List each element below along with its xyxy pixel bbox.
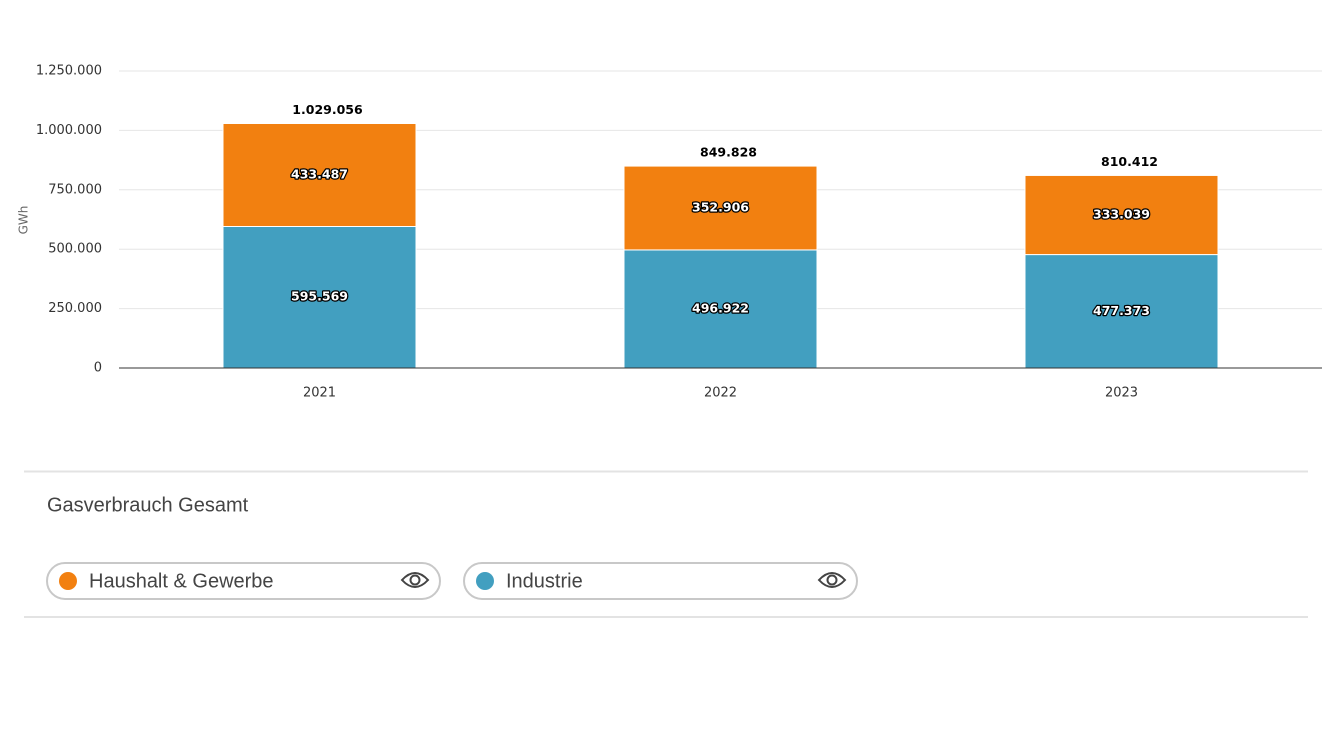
eye-icon (400, 572, 430, 588)
y-axis-label: GWh (17, 206, 31, 235)
data-label: 496.922 (692, 300, 749, 315)
y-tick-label: 1.000.000 (36, 123, 102, 138)
eye-pupil (826, 574, 838, 586)
x-tick-label: 2023 (1105, 386, 1138, 401)
x-tick-label: 2022 (704, 386, 737, 401)
bar-segment (1024, 254, 1219, 369)
legend-pill (46, 562, 441, 600)
y-tick-label: 250.000 (48, 301, 102, 316)
data-label: 333.039 (1093, 207, 1150, 222)
legend-swatch (476, 572, 494, 590)
bar-segment (623, 249, 818, 369)
legend-title: Gasverbrauch Gesamt (47, 494, 249, 516)
y-tick-label: 750.000 (48, 182, 102, 197)
legend-item[interactable]: Industrie (463, 562, 858, 600)
eye-pupil (409, 574, 421, 586)
bar-segment (222, 122, 417, 227)
bar-segment (1024, 174, 1219, 256)
legend-label: Industrie (506, 570, 583, 592)
legend-label: Haushalt & Gewerbe (89, 570, 274, 592)
data-label: 433.487 (291, 166, 348, 181)
total-label: 849.828 (700, 145, 757, 160)
y-tick-label: 500.000 (48, 242, 102, 257)
legend-pill (463, 562, 858, 600)
data-label: 595.569 (291, 289, 348, 304)
eye-icon (817, 572, 847, 588)
legend-swatch (59, 572, 77, 590)
legend-item[interactable]: Haushalt & Gewerbe (46, 562, 441, 600)
x-tick-label: 2021 (303, 386, 336, 401)
bar-segment (222, 225, 417, 369)
total-label: 1.029.056 (292, 102, 363, 117)
y-tick-label: 1.250.000 (36, 64, 102, 79)
data-label: 477.373 (1093, 303, 1150, 318)
total-label: 810.412 (1101, 154, 1158, 169)
data-label: 352.906 (692, 200, 749, 215)
bar-segment (623, 165, 818, 251)
y-tick-label: 0 (94, 361, 102, 376)
